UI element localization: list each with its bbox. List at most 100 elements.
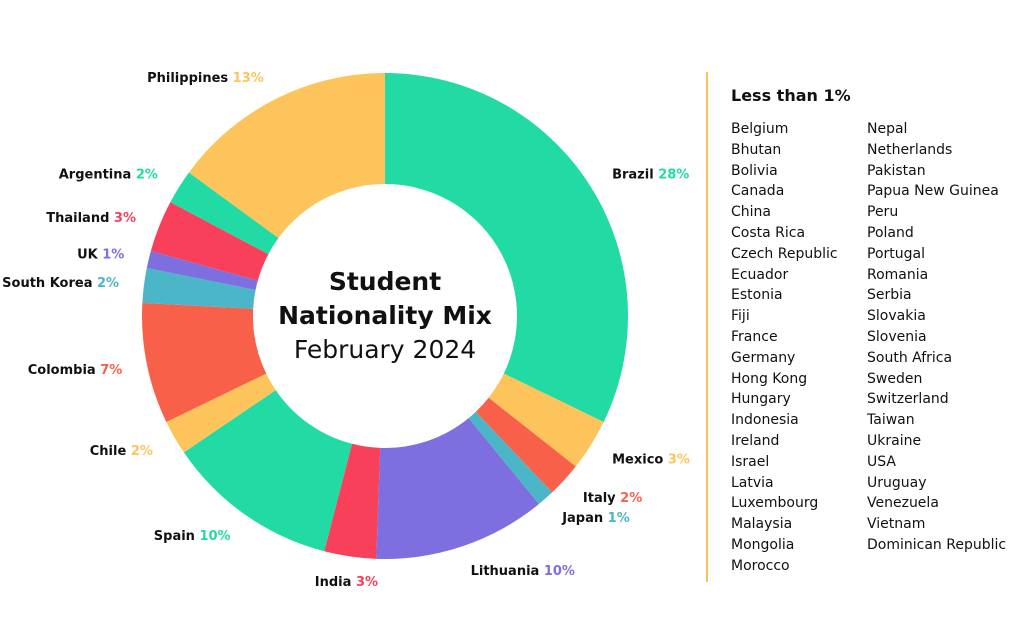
chart-title: Student Nationality Mix	[278, 267, 492, 330]
slice-label-value: 7%	[100, 363, 122, 378]
slice-label-name: India	[315, 575, 356, 590]
country-item: Ukraine	[867, 432, 922, 449]
slice-label-brazil: Brazil 28%	[612, 168, 689, 183]
slice-label-argentina: Argentina 2%	[59, 168, 158, 183]
slice-label-value: 2%	[97, 276, 119, 291]
country-list-column-2: Nepal Netherlands Pakistan Papua New Guinea…	[867, 119, 1006, 556]
donut-slices	[142, 73, 628, 559]
country-list-column-1: Belgium Bhutan Bolivia Canada China Costa Ric…	[731, 119, 838, 577]
slice-label-lithuania: Lithuania 10%	[471, 564, 575, 579]
country-item: Israel	[731, 453, 770, 470]
country-item: Fiji	[731, 308, 750, 325]
slice-label-name: Italy	[583, 491, 620, 506]
slice-italy	[475, 397, 576, 493]
country-item: China	[731, 204, 771, 221]
slice-label-thailand: Thailand 3%	[46, 211, 136, 226]
slice-label-name: UK	[77, 248, 102, 263]
country-item: Hong Kong	[731, 370, 808, 387]
slice-label-value: 2%	[136, 168, 158, 183]
slice-lithuania	[376, 418, 539, 559]
country-item: Czech Republic	[731, 245, 838, 262]
country-item: Canada	[731, 183, 785, 200]
slice-japan	[468, 411, 553, 505]
slice-label-name: Japan	[561, 511, 607, 526]
country-item: Netherlands	[867, 141, 953, 158]
country-item: Switzerland	[867, 391, 949, 408]
country-item: Ireland	[731, 432, 780, 449]
slice-label-value: 3%	[668, 452, 690, 467]
slice-label-value: 28%	[658, 168, 689, 183]
slice-label-value: 3%	[114, 211, 136, 226]
slice-label-name: Colombia	[28, 363, 100, 378]
country-item: Serbia	[867, 287, 912, 304]
slice-label-name: Philippines	[147, 71, 233, 86]
slice-colombia	[142, 302, 267, 422]
slice-label-name: South Korea	[2, 276, 97, 291]
slice-thailand	[150, 202, 269, 281]
country-item: Vietnam	[867, 516, 926, 533]
country-item: Taiwan	[867, 412, 915, 429]
chart-title-line-1: Student	[329, 267, 441, 296]
country-item: Morocco	[731, 557, 790, 574]
slice-label-name: Spain	[154, 529, 200, 544]
slice-label-value: 10%	[199, 529, 230, 544]
slice-label-chile: Chile 2%	[90, 444, 153, 459]
slice-label-uk: UK 1%	[77, 248, 124, 263]
slice-mexico	[488, 373, 604, 467]
country-item: Luxembourg	[731, 495, 819, 512]
country-item: Bolivia	[731, 162, 778, 179]
country-item: Sweden	[867, 370, 923, 387]
less-than-title: Less than 1%	[731, 86, 851, 105]
slice-label-south-korea: South Korea 2%	[2, 276, 119, 291]
country-item: Germany	[731, 349, 796, 366]
country-item: Latvia	[731, 474, 774, 491]
slice-labels: Brazil 28% Mexico 3% Italy 2% Japan 1% Lithu…	[2, 71, 690, 590]
country-item: Slovakia	[867, 308, 926, 325]
slice-label-name: Lithuania	[471, 564, 544, 579]
slice-label-italy: Italy 2%	[583, 491, 642, 506]
slice-label-value: 10%	[544, 564, 575, 579]
country-item: Malaysia	[731, 516, 793, 533]
country-item: France	[731, 328, 778, 345]
slice-label-name: Mexico	[612, 452, 668, 467]
slice-label-name: Chile	[90, 444, 131, 459]
slice-label-philippines: Philippines 13%	[147, 71, 264, 86]
country-item: Uruguay	[867, 474, 927, 491]
country-item: Poland	[867, 224, 914, 241]
chart-title-line-2: Nationality Mix	[278, 301, 492, 330]
country-item: USA	[867, 453, 896, 470]
slice-label-value: 2%	[131, 444, 153, 459]
country-item: Portugal	[867, 245, 925, 262]
slice-argentina	[170, 172, 279, 255]
slice-label-japan: Japan 1%	[561, 511, 630, 526]
slice-brazil	[385, 73, 628, 422]
country-item: Indonesia	[731, 412, 799, 429]
slice-label-value: 3%	[356, 575, 378, 590]
country-item: Peru	[867, 204, 899, 221]
divider	[706, 72, 708, 582]
country-item: Pakistan	[867, 162, 926, 179]
slice-label-name: Argentina	[59, 168, 136, 183]
slice-label-value: 13%	[233, 71, 264, 86]
country-item: Hungary	[731, 391, 791, 408]
slice-label-mexico: Mexico 3%	[612, 452, 690, 467]
country-item: Estonia	[731, 287, 783, 304]
slice-india	[324, 443, 381, 559]
slice-label-value: 1%	[608, 511, 630, 526]
country-item: Bhutan	[731, 141, 782, 158]
country-item: Costa Rica	[731, 224, 806, 241]
country-item: Dominican Republic	[867, 536, 1007, 553]
country-item: Belgium	[731, 121, 789, 137]
country-item: Ecuador	[731, 266, 789, 283]
slice-label-value: 2%	[620, 491, 642, 506]
slice-uk	[146, 250, 258, 290]
country-item: Romania	[867, 266, 929, 283]
slice-label-spain: Spain 10%	[154, 529, 231, 544]
slice-label-name: Brazil	[612, 168, 658, 183]
slice-chile	[166, 373, 276, 453]
slice-label-value: 1%	[102, 248, 124, 263]
country-item: Venezuela	[867, 495, 939, 512]
country-item: Slovenia	[867, 328, 927, 345]
country-item: South Africa	[867, 349, 953, 366]
